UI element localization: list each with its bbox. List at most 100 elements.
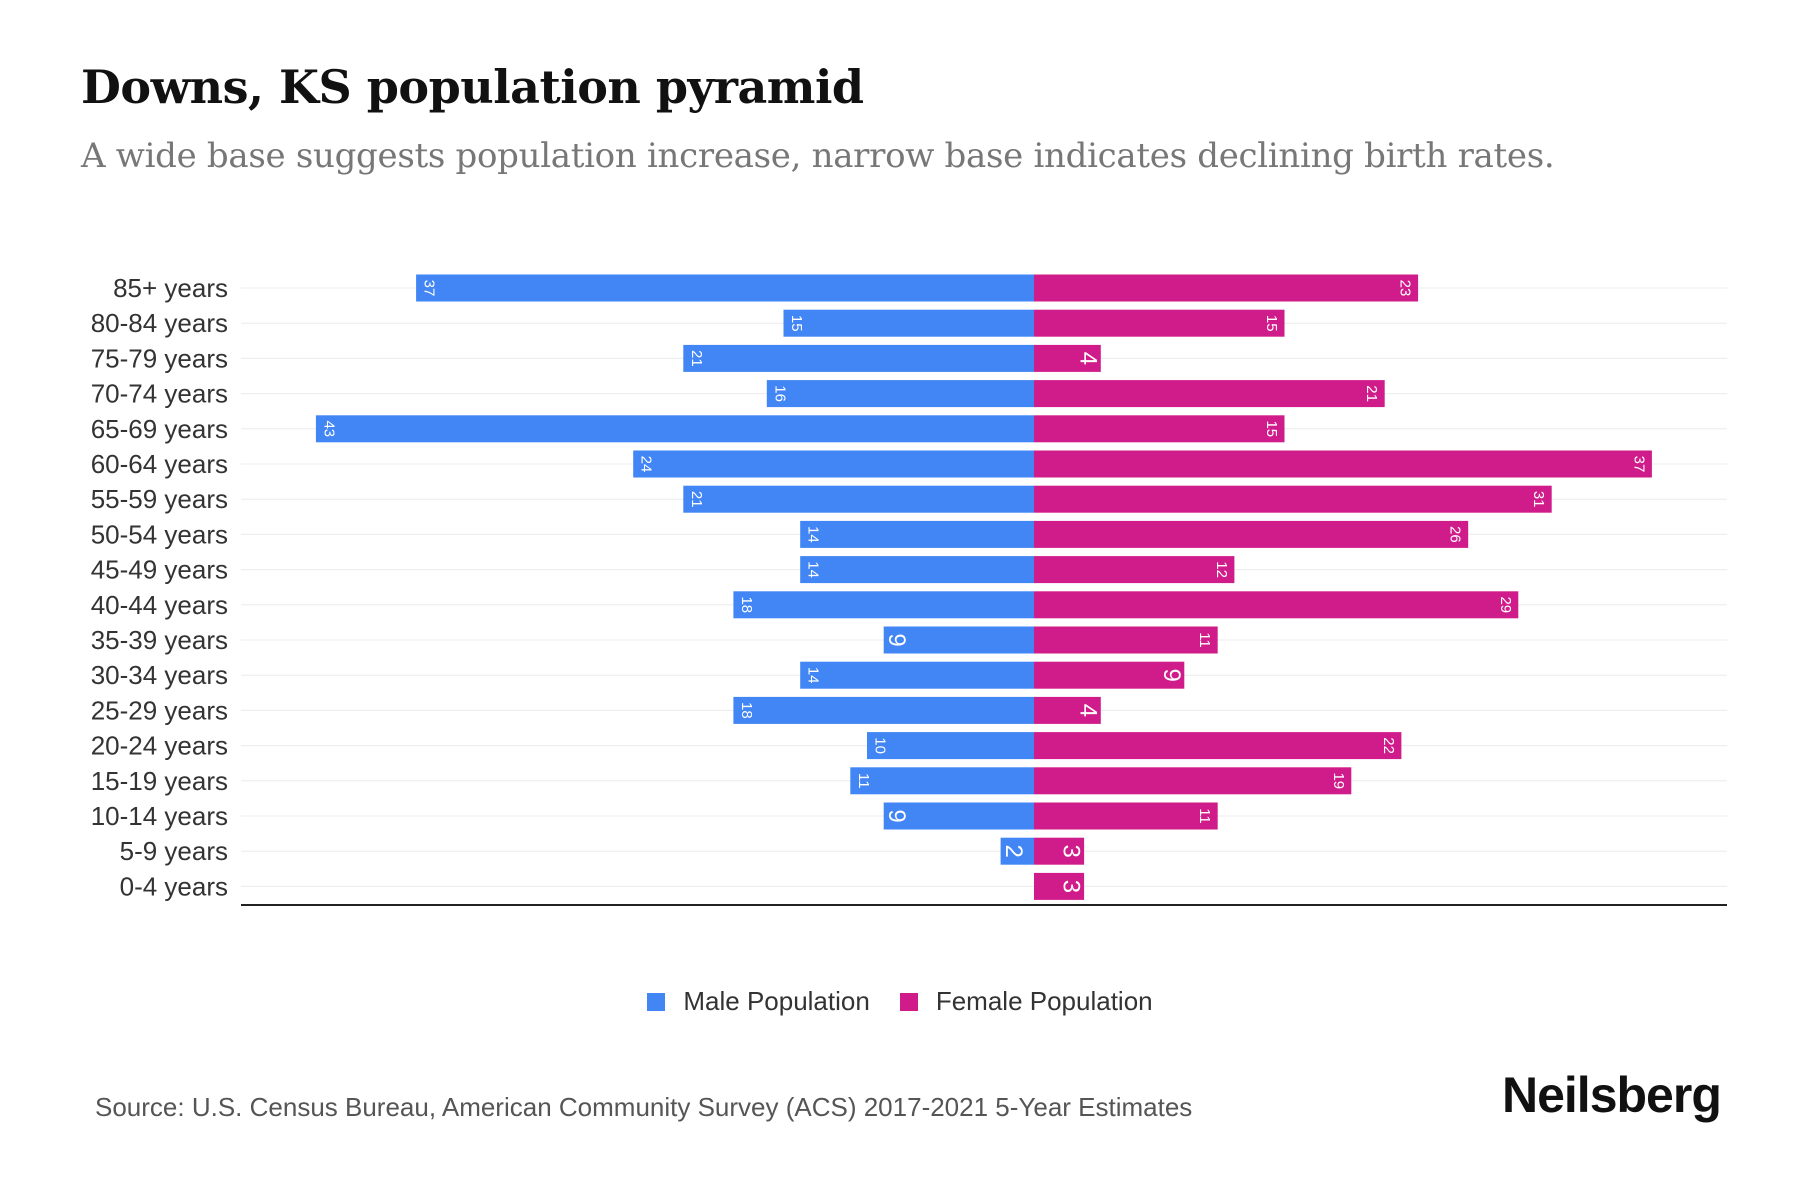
- bar-female: [1034, 802, 1218, 830]
- bar-male: [883, 802, 1034, 830]
- data-label-male: 21: [688, 491, 705, 508]
- bar-female: [1034, 450, 1652, 478]
- data-label-female: 15: [1263, 315, 1280, 332]
- bar-female: [1034, 520, 1469, 548]
- data-label-male: 18: [738, 596, 755, 613]
- bar-male: [783, 309, 1034, 337]
- data-label-male: 11: [855, 773, 872, 789]
- data-label-male: 14: [805, 667, 822, 684]
- bar-male: [416, 274, 1035, 302]
- chart-subtitle: A wide base suggests population increase…: [81, 136, 1555, 176]
- bar-female: [1034, 732, 1402, 760]
- y-tick-label: 75-79 years: [91, 343, 228, 373]
- y-tick-label: 0-4 years: [120, 871, 228, 901]
- data-label-male: 18: [738, 702, 755, 719]
- bar-female: [1034, 274, 1419, 302]
- y-tick-label: 25-29 years: [91, 695, 228, 725]
- bar-male: [733, 591, 1034, 619]
- y-tick-label: 10-14 years: [91, 801, 228, 831]
- y-tick-label: 80-84 years: [91, 308, 228, 338]
- y-tick-label: 15-19 years: [91, 766, 228, 796]
- data-label-female: 21: [1363, 385, 1380, 402]
- data-label-female: 3: [1058, 845, 1085, 858]
- data-label-female: 29: [1497, 596, 1514, 613]
- bar-female: [1034, 556, 1235, 584]
- bar-male: [867, 732, 1034, 760]
- bar-female: [1034, 661, 1185, 689]
- legend-label-male: Male Population: [683, 986, 870, 1016]
- bar-male: [800, 661, 1034, 689]
- data-label-male: 14: [805, 561, 822, 578]
- y-tick-label: 55-59 years: [91, 484, 228, 514]
- data-label-female: 23: [1397, 280, 1414, 297]
- y-tick-label: 20-24 years: [91, 731, 228, 761]
- data-label-male: 43: [320, 420, 337, 437]
- data-label-male: 21: [688, 350, 705, 367]
- bar-male: [683, 344, 1034, 372]
- data-label-male: 16: [771, 385, 788, 402]
- legend-swatch-male: [647, 992, 666, 1011]
- data-label-male: 37: [421, 280, 438, 297]
- y-tick-label: 5-9 years: [120, 836, 228, 866]
- data-label-female: 12: [1213, 561, 1230, 578]
- data-label-female: 9: [1158, 669, 1185, 682]
- data-label-female: 4: [1074, 352, 1101, 365]
- y-tick-label: 45-49 years: [91, 555, 228, 585]
- legend-label-female: Female Population: [935, 986, 1153, 1016]
- bar-female: [1034, 872, 1085, 900]
- bar-female: [1034, 591, 1519, 619]
- y-tick-label: 35-39 years: [91, 625, 228, 655]
- data-label-female: 3: [1058, 880, 1085, 893]
- data-label-female: 22: [1380, 737, 1397, 754]
- bar-female: [1034, 344, 1101, 372]
- bar-male: [883, 626, 1034, 654]
- data-label-female: 15: [1263, 420, 1280, 437]
- y-tick-label: 60-64 years: [91, 449, 228, 479]
- data-label-male: 2: [1000, 845, 1027, 858]
- bar-male: [733, 696, 1034, 724]
- y-tick-label: 40-44 years: [91, 590, 228, 620]
- data-label-male: 24: [638, 456, 655, 473]
- y-tick-label: 50-54 years: [91, 519, 228, 549]
- legend-swatch-female: [899, 992, 918, 1011]
- data-label-female: 26: [1447, 526, 1464, 543]
- bar-female: [1034, 380, 1385, 408]
- y-tick-label: 30-34 years: [91, 660, 228, 690]
- data-label-male: 14: [805, 526, 822, 543]
- data-label-male: 15: [788, 315, 805, 332]
- bar-female: [1034, 767, 1352, 795]
- y-tick-label: 85+ years: [113, 273, 228, 303]
- data-label-female: 31: [1530, 491, 1547, 508]
- bar-female: [1034, 415, 1285, 443]
- bar-male: [766, 380, 1034, 408]
- data-label-female: 11: [1196, 808, 1213, 824]
- bar-male: [800, 520, 1034, 548]
- brand-logo: Neilsberg: [1502, 1067, 1722, 1123]
- data-label-female: 37: [1630, 456, 1647, 473]
- y-tick-label: 70-74 years: [91, 379, 228, 409]
- bar-female: [1034, 696, 1101, 724]
- bar-female: [1034, 309, 1285, 337]
- data-label-male: 10: [872, 737, 889, 754]
- legend: Male Population Female Population: [0, 986, 1800, 1017]
- source-note: Source: U.S. Census Bureau, American Com…: [95, 1092, 1193, 1122]
- bar-female: [1034, 485, 1552, 513]
- legend-item-female: Female Population: [899, 986, 1153, 1017]
- bar-male: [800, 556, 1034, 584]
- bar-male: [683, 485, 1034, 513]
- data-label-male: 9: [883, 809, 910, 822]
- bar-male: [315, 415, 1034, 443]
- data-label-female: 4: [1074, 704, 1101, 717]
- bar-male: [633, 450, 1034, 478]
- chart-title: Downs, KS population pyramid: [81, 60, 864, 114]
- bar-female: [1034, 837, 1085, 865]
- data-label-male: 9: [883, 633, 910, 646]
- bar-male: [1000, 837, 1034, 865]
- legend-item-male: Male Population: [647, 986, 870, 1017]
- y-tick-label: 65-69 years: [91, 414, 228, 444]
- data-label-female: 11: [1196, 632, 1213, 648]
- bar-male: [850, 767, 1034, 795]
- bar-female: [1034, 626, 1218, 654]
- data-label-female: 19: [1330, 772, 1347, 789]
